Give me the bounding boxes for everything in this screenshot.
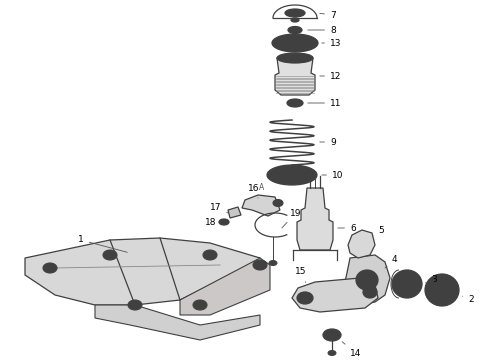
Ellipse shape [328, 351, 336, 356]
Ellipse shape [430, 281, 434, 285]
Ellipse shape [128, 300, 142, 310]
Ellipse shape [403, 280, 411, 288]
Ellipse shape [107, 253, 113, 257]
Ellipse shape [297, 292, 313, 304]
Ellipse shape [286, 55, 304, 61]
Ellipse shape [430, 295, 434, 299]
Ellipse shape [287, 172, 297, 177]
Ellipse shape [392, 270, 422, 298]
Text: A: A [259, 183, 265, 192]
Ellipse shape [257, 263, 263, 267]
Ellipse shape [132, 303, 138, 307]
Ellipse shape [285, 9, 305, 17]
Ellipse shape [43, 263, 57, 273]
Polygon shape [25, 238, 260, 305]
Ellipse shape [356, 270, 378, 290]
Ellipse shape [272, 34, 318, 52]
Polygon shape [242, 195, 280, 216]
Ellipse shape [398, 275, 416, 292]
Polygon shape [348, 230, 375, 258]
Ellipse shape [221, 220, 226, 224]
Ellipse shape [425, 274, 459, 306]
Text: 17: 17 [210, 202, 228, 213]
Text: 12: 12 [320, 72, 342, 81]
Polygon shape [228, 207, 241, 218]
Ellipse shape [277, 169, 307, 181]
Polygon shape [297, 188, 333, 250]
Ellipse shape [267, 165, 317, 185]
Text: 11: 11 [308, 99, 342, 108]
Ellipse shape [207, 253, 213, 257]
Text: 7: 7 [320, 10, 336, 19]
Polygon shape [345, 255, 390, 305]
Ellipse shape [292, 28, 298, 32]
Text: 2: 2 [463, 296, 474, 305]
Ellipse shape [269, 261, 277, 266]
Ellipse shape [363, 286, 377, 298]
Ellipse shape [281, 37, 309, 49]
Ellipse shape [444, 276, 448, 280]
Ellipse shape [253, 260, 267, 270]
Ellipse shape [433, 282, 451, 298]
Ellipse shape [301, 296, 309, 301]
Text: 18: 18 [205, 217, 220, 226]
Ellipse shape [291, 18, 299, 22]
Ellipse shape [277, 53, 313, 63]
Ellipse shape [290, 41, 300, 45]
Ellipse shape [219, 219, 229, 225]
Text: 8: 8 [308, 26, 336, 35]
Ellipse shape [287, 99, 303, 107]
Ellipse shape [47, 266, 53, 270]
Ellipse shape [323, 329, 341, 341]
Text: 10: 10 [322, 171, 343, 180]
Ellipse shape [361, 275, 373, 285]
Text: 3: 3 [425, 275, 437, 284]
Ellipse shape [197, 303, 203, 307]
Ellipse shape [193, 300, 207, 310]
Text: 5: 5 [372, 225, 384, 237]
Ellipse shape [291, 101, 299, 105]
Polygon shape [275, 58, 315, 95]
Ellipse shape [273, 199, 283, 207]
Text: 4: 4 [385, 256, 397, 268]
Text: 19: 19 [282, 208, 301, 228]
Text: 1: 1 [78, 235, 127, 252]
Polygon shape [95, 305, 260, 340]
Text: 13: 13 [322, 39, 342, 48]
Text: 14: 14 [342, 342, 362, 357]
Ellipse shape [103, 250, 117, 260]
Polygon shape [180, 258, 270, 315]
Text: 15: 15 [295, 267, 307, 283]
Ellipse shape [438, 286, 446, 294]
Ellipse shape [452, 288, 456, 292]
Ellipse shape [288, 27, 302, 33]
Text: 16: 16 [248, 184, 260, 198]
Polygon shape [292, 278, 378, 312]
Ellipse shape [327, 332, 337, 338]
Ellipse shape [444, 300, 448, 303]
Text: 6: 6 [338, 224, 356, 233]
Text: 9: 9 [320, 138, 336, 147]
Ellipse shape [203, 250, 217, 260]
